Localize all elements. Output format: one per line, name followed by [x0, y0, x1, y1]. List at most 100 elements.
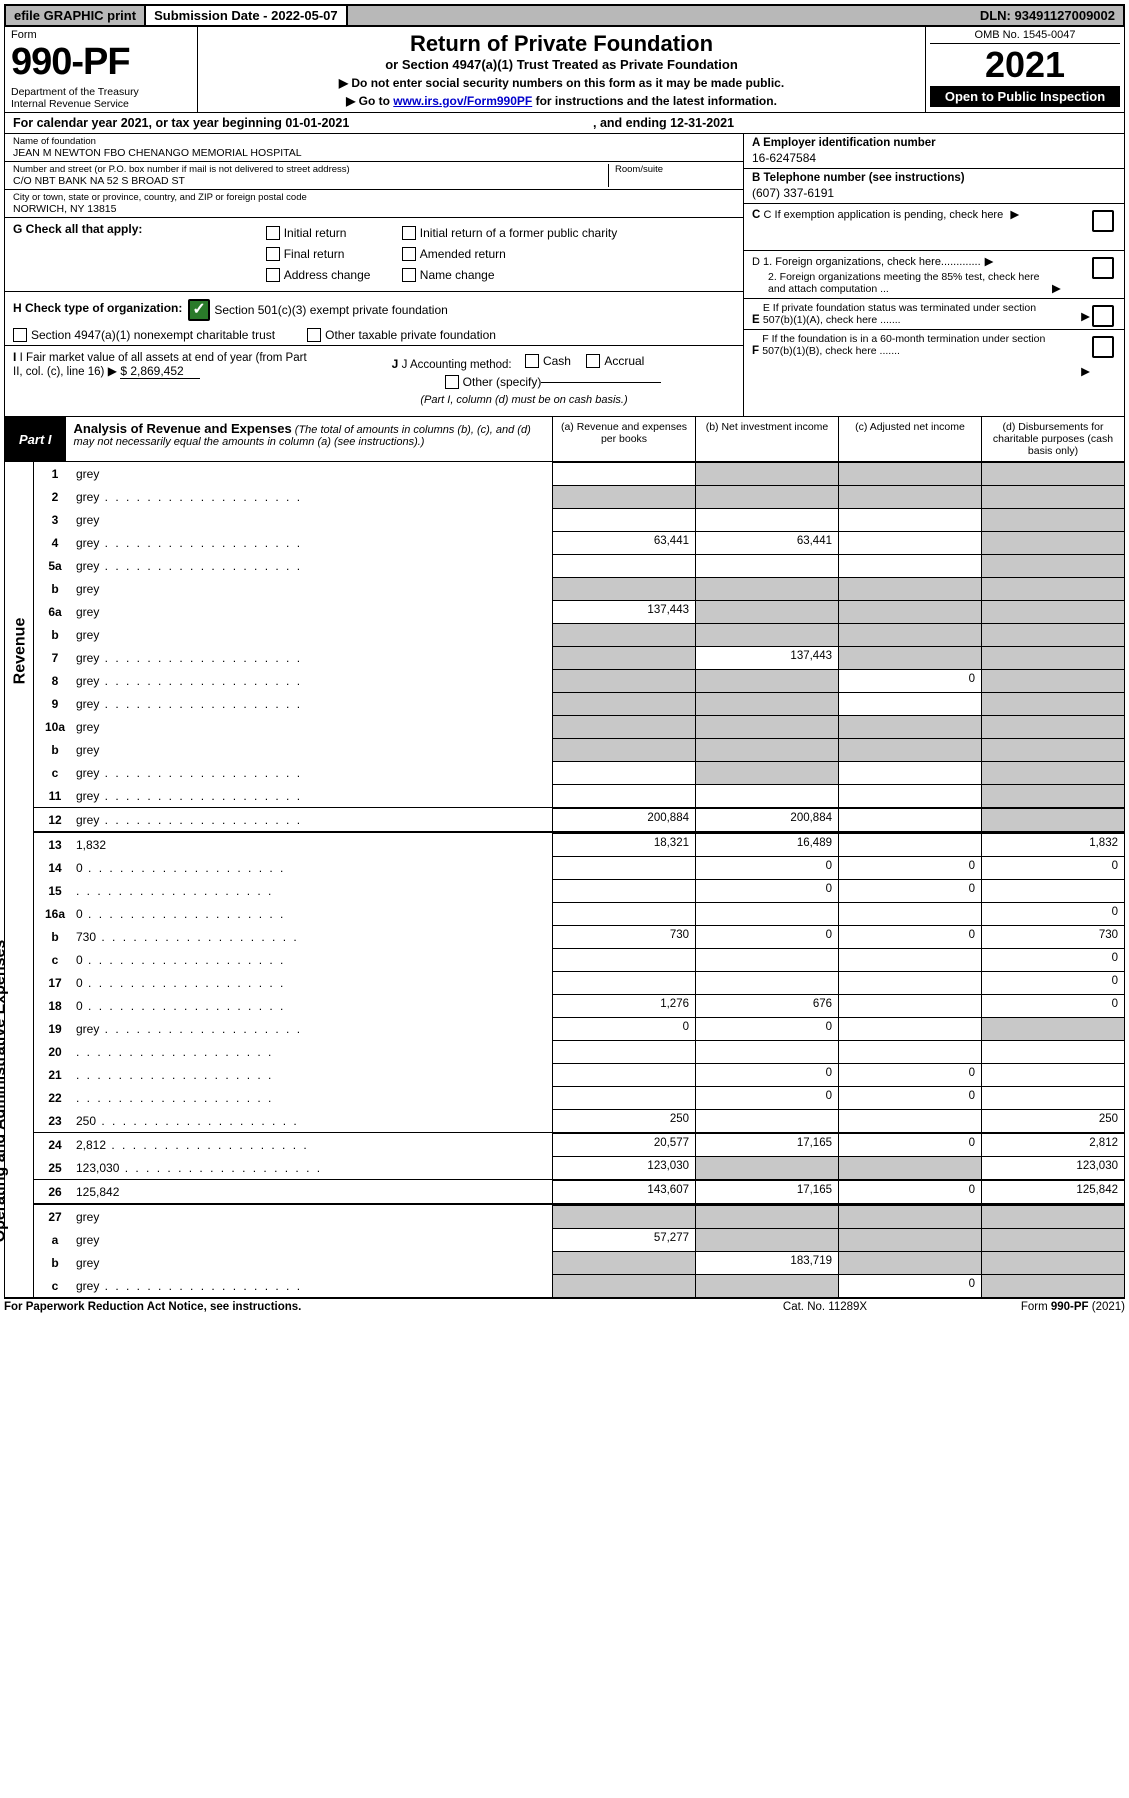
table-row: 20 [34, 1040, 1124, 1063]
cell-d [981, 577, 1124, 600]
irs-link[interactable]: www.irs.gov/Form990PF [393, 94, 532, 108]
box-e: E E If private foundation status was ter… [744, 299, 1124, 330]
cell-d [981, 623, 1124, 646]
cell-b [695, 669, 838, 692]
table-row: 7grey137,443 [34, 646, 1124, 669]
col-a-header: (a) Revenue and expenses per books [552, 417, 695, 461]
table-row: bgrey [34, 623, 1124, 646]
cell-c [838, 833, 981, 856]
table-row: 10agrey [34, 715, 1124, 738]
checkbox-c[interactable] [1092, 210, 1114, 232]
row-number: 19 [34, 1017, 76, 1040]
cell-b [695, 485, 838, 508]
checkbox-name-change[interactable] [402, 268, 416, 282]
table-row: 3grey [34, 508, 1124, 531]
cell-b [695, 462, 838, 485]
table-row: 12grey200,884200,884 [34, 807, 1124, 831]
cell-d [981, 1017, 1124, 1040]
cell-b [695, 600, 838, 623]
cell-b: 17,165 [695, 1133, 838, 1156]
table-row: 6agrey137,443 [34, 600, 1124, 623]
table-row: 4grey63,44163,441 [34, 531, 1124, 554]
cell-b [695, 554, 838, 577]
cell-d [981, 738, 1124, 761]
cell-c [838, 623, 981, 646]
checkbox-d2[interactable] [1092, 257, 1114, 279]
cell-a [552, 646, 695, 669]
checkbox-initial-former[interactable] [402, 226, 416, 240]
checkbox-accrual[interactable] [586, 354, 600, 368]
row-number: 1 [34, 462, 76, 485]
cell-d: 730 [981, 925, 1124, 948]
cell-a [552, 784, 695, 807]
checkbox-address-change[interactable] [266, 268, 280, 282]
table-row: 140000 [34, 856, 1124, 879]
checkbox-amended[interactable] [402, 247, 416, 261]
row-number: c [34, 1274, 76, 1297]
row-number: 14 [34, 856, 76, 879]
cell-c [838, 808, 981, 831]
row-description: grey [76, 534, 552, 552]
table-row: 9grey [34, 692, 1124, 715]
expenses-label: Operating and Administrative Expenses [0, 940, 9, 1243]
cell-a: 20,577 [552, 1133, 695, 1156]
cell-d: 0 [981, 994, 1124, 1017]
col-d-header: (d) Disbursements for charitable purpose… [981, 417, 1124, 461]
cell-a [552, 1086, 695, 1109]
checkbox-final-return[interactable] [266, 247, 280, 261]
col-c-header: (c) Adjusted net income [838, 417, 981, 461]
checkbox-other-taxable[interactable] [307, 328, 321, 342]
row-description: 0 [76, 997, 552, 1015]
row-number: 11 [34, 784, 76, 807]
cell-d [981, 1063, 1124, 1086]
checkbox-501c3[interactable] [188, 299, 210, 321]
cell-b: 0 [695, 879, 838, 902]
row-description: grey [76, 672, 552, 690]
cell-d [981, 715, 1124, 738]
row-description [76, 1089, 552, 1107]
cell-c: 0 [838, 1180, 981, 1203]
table-row: 2100 [34, 1063, 1124, 1086]
cell-a [552, 692, 695, 715]
table-row: 19grey00 [34, 1017, 1124, 1040]
box-d: D 1. Foreign organizations, check here..… [744, 251, 1124, 299]
open-public: Open to Public Inspection [930, 86, 1120, 107]
form-number: 990-PF [11, 41, 191, 84]
efile-label: efile GRAPHIC print [6, 6, 146, 25]
cell-d [981, 1040, 1124, 1063]
checkbox-4947a1[interactable] [13, 328, 27, 342]
cell-a: 250 [552, 1109, 695, 1132]
box-c: C C If exemption application is pending,… [744, 204, 1124, 251]
row-description [76, 1043, 552, 1061]
checkbox-cash[interactable] [525, 354, 539, 368]
cell-d [981, 1086, 1124, 1109]
box-a: A Employer identification number 16-6247… [744, 134, 1124, 169]
table-row: bgrey [34, 738, 1124, 761]
cell-b: 17,165 [695, 1180, 838, 1203]
cell-d [981, 1251, 1124, 1274]
cell-b [695, 1228, 838, 1251]
cell-b: 200,884 [695, 808, 838, 831]
col-b-header: (b) Net investment income [695, 417, 838, 461]
paperwork-notice: For Paperwork Reduction Act Notice, see … [4, 1301, 725, 1313]
table-row: 1700 [34, 971, 1124, 994]
checkbox-f[interactable] [1092, 336, 1114, 358]
checkbox-other-method[interactable] [445, 375, 459, 389]
checkbox-e[interactable] [1092, 305, 1114, 327]
checkbox-initial-return[interactable] [266, 226, 280, 240]
row-number: b [34, 738, 76, 761]
cell-c: 0 [838, 1063, 981, 1086]
row-description: grey [76, 1231, 552, 1249]
cell-d [981, 508, 1124, 531]
cell-a [552, 761, 695, 784]
cell-a [552, 1274, 695, 1297]
cell-d [981, 485, 1124, 508]
row-description: 1,832 [76, 836, 552, 854]
row-description [76, 882, 552, 900]
row-number: 13 [34, 833, 76, 856]
cell-a: 18,321 [552, 833, 695, 856]
cell-b: 0 [695, 856, 838, 879]
cell-a: 730 [552, 925, 695, 948]
row-description: 0 [76, 951, 552, 969]
cell-d [981, 879, 1124, 902]
